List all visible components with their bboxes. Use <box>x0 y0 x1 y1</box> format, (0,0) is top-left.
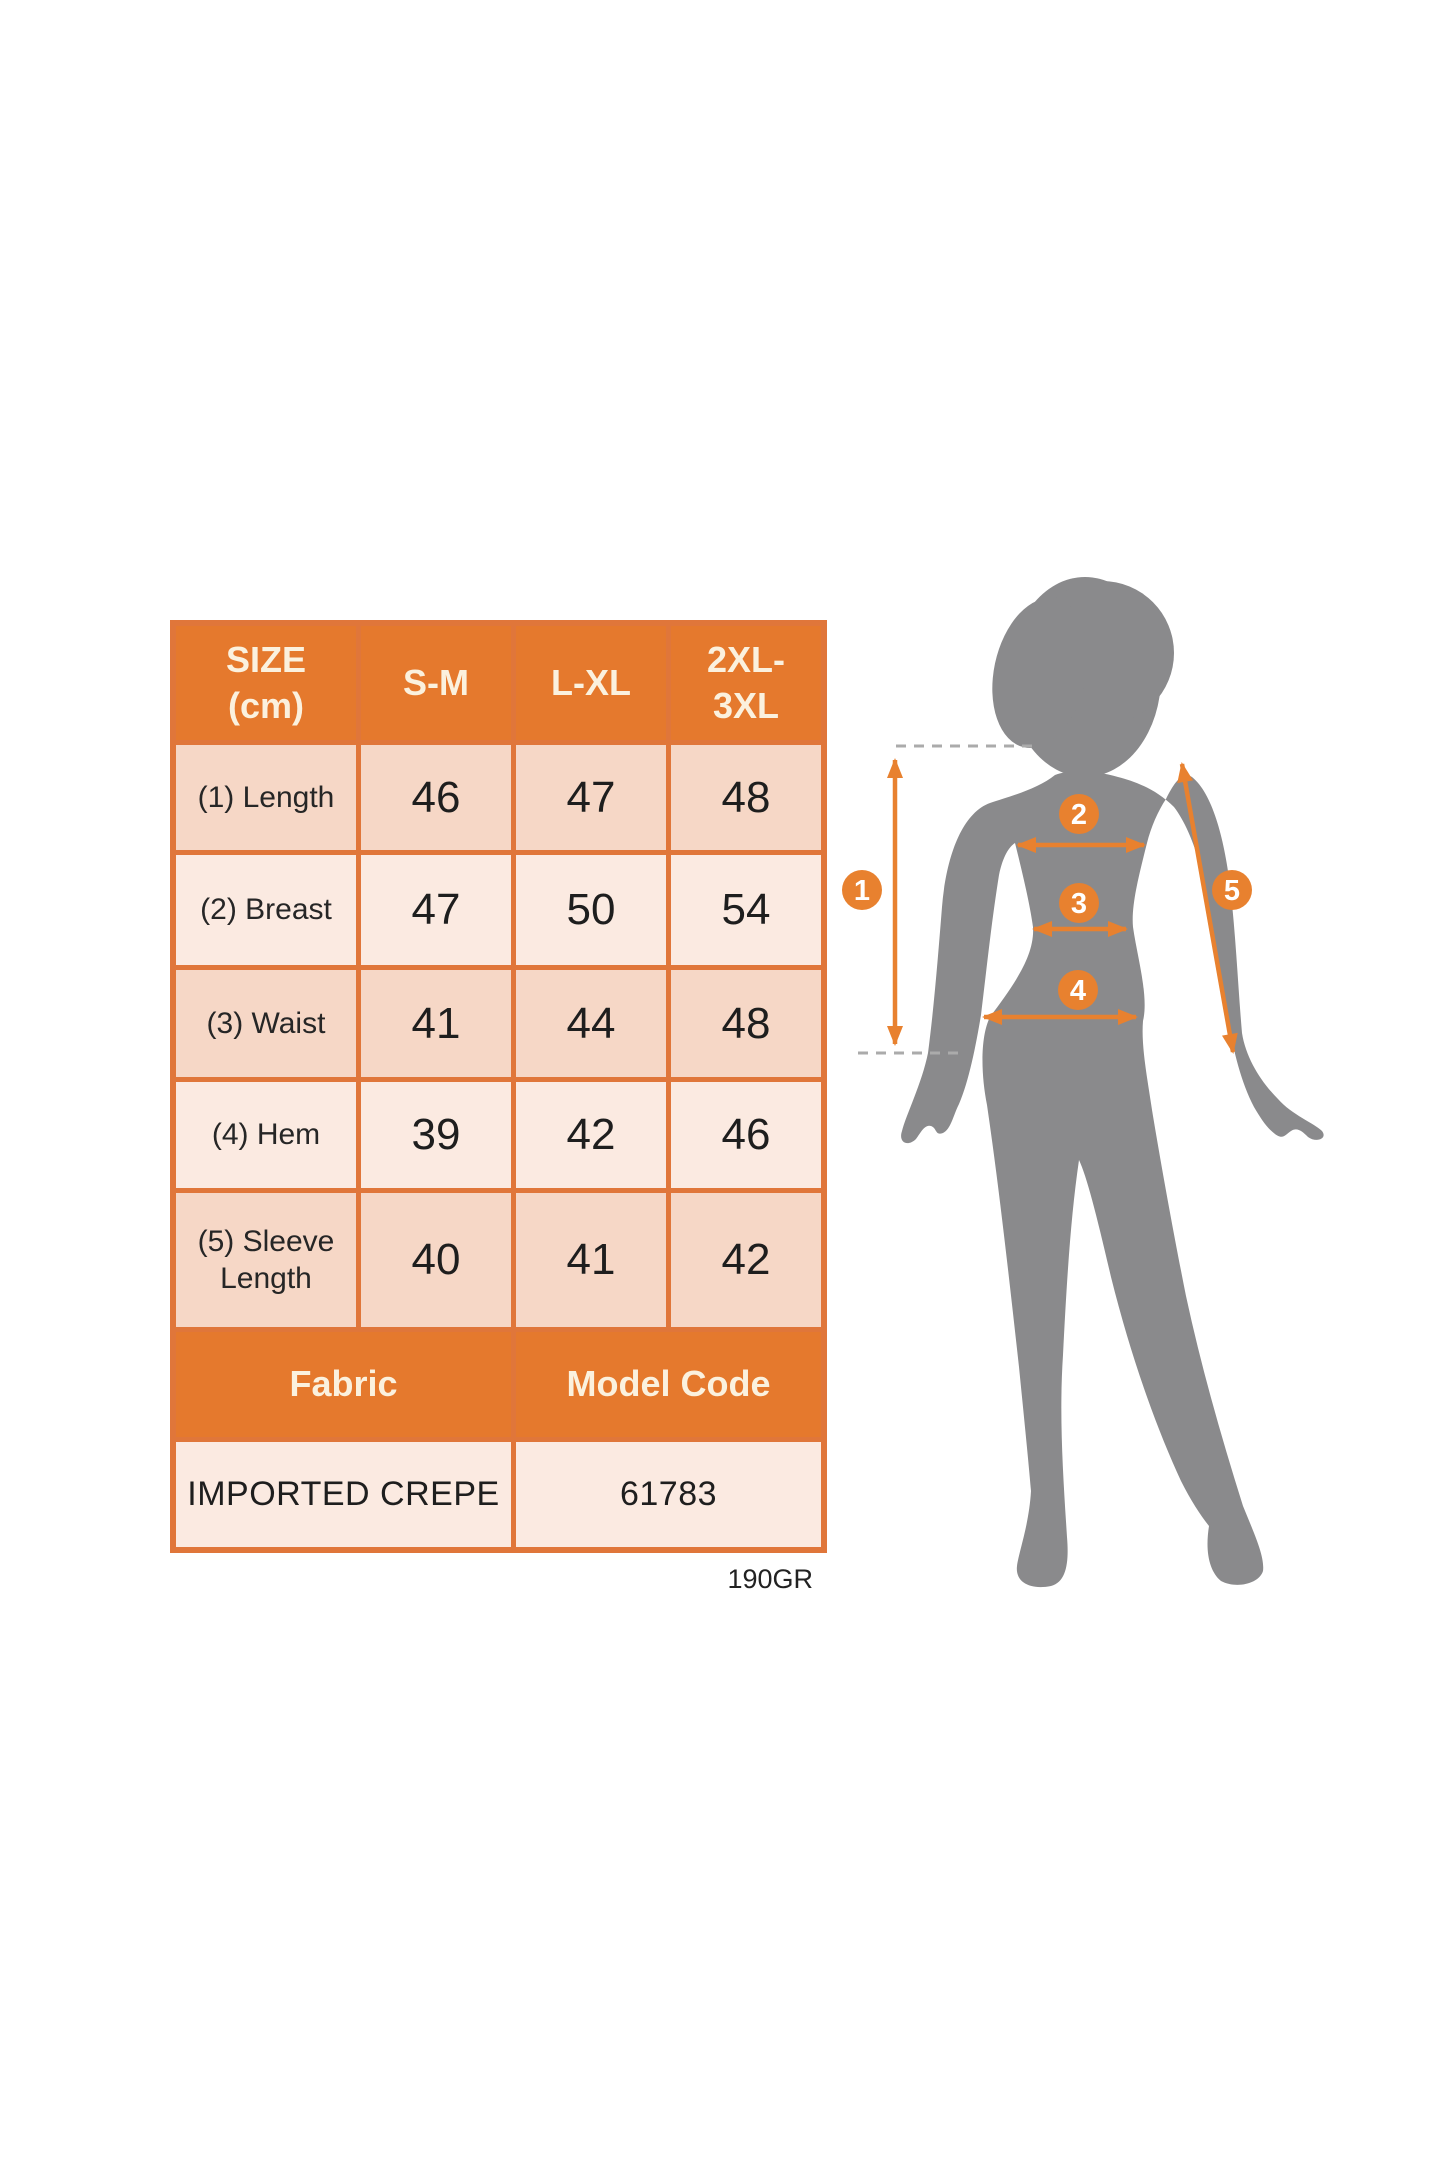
size-column-sm: S-M <box>361 626 511 740</box>
measurement-value: 48 <box>671 745 821 850</box>
measurement-label-breast: (2) Breast <box>176 855 356 965</box>
measurement-label-length: (1) Length <box>176 745 356 850</box>
weight-note: 190GR <box>727 1564 813 1594</box>
measurement-value: 46 <box>361 745 511 850</box>
badge-number: 1 <box>854 875 870 907</box>
model-code-value-cell: 61783 <box>516 1442 821 1547</box>
badge-circle <box>1058 970 1098 1010</box>
measure-badge-4: 4 <box>1058 970 1098 1010</box>
measure-badge-5: 5 <box>1212 870 1252 910</box>
badge-number: 5 <box>1224 875 1240 907</box>
measurement-value: 39 <box>361 1082 511 1188</box>
measurement-value: 40 <box>361 1193 511 1327</box>
fabric-header-cell: Fabric <box>176 1332 511 1437</box>
measurement-value: 47 <box>361 855 511 965</box>
measurement-label-hem: (4) Hem <box>176 1082 356 1188</box>
size-chart-table: SIZE (cm) S-M L-XL 2XL-3XL (1) Length 46… <box>170 620 827 1553</box>
measurement-value: 41 <box>361 970 511 1077</box>
badge-circle <box>842 870 882 910</box>
badge-circle <box>1059 794 1099 834</box>
measurement-label-sleeve: (5) Sleeve Length <box>176 1193 356 1327</box>
size-unit-header-cell: SIZE (cm) <box>176 626 356 740</box>
measure-badge-3: 3 <box>1059 883 1099 923</box>
measurement-value: 54 <box>671 855 821 965</box>
silhouette-hair-strand <box>1000 637 1027 743</box>
size-column-lxl: L-XL <box>516 626 666 740</box>
model-code-header-cell: Model Code <box>516 1332 821 1437</box>
silhouette-body <box>901 771 1324 1588</box>
badge-number: 2 <box>1071 799 1087 831</box>
measurement-value: 41 <box>516 1193 666 1327</box>
fabric-value-cell: IMPORTED CREPE <box>176 1442 511 1547</box>
measurement-value: 46 <box>671 1082 821 1188</box>
badge-circle <box>1059 883 1099 923</box>
size-column-2xl3xl: 2XL-3XL <box>671 626 821 740</box>
measurement-value: 44 <box>516 970 666 1077</box>
measurement-value: 50 <box>516 855 666 965</box>
measure-badge-2: 2 <box>1059 794 1099 834</box>
measurement-value: 42 <box>671 1193 821 1327</box>
measure-badge-1: 1 <box>842 870 882 910</box>
badge-circle <box>1212 870 1252 910</box>
badge-number: 3 <box>1071 888 1087 920</box>
body-silhouette-figure <box>901 577 1324 1588</box>
measure-arrow-5-sleeve <box>1177 762 1238 1054</box>
measurement-label-waist: (3) Waist <box>176 970 356 1077</box>
measurement-value: 48 <box>671 970 821 1077</box>
measurement-value: 47 <box>516 745 666 850</box>
badge-number: 4 <box>1070 975 1086 1007</box>
measurement-value: 42 <box>516 1082 666 1188</box>
